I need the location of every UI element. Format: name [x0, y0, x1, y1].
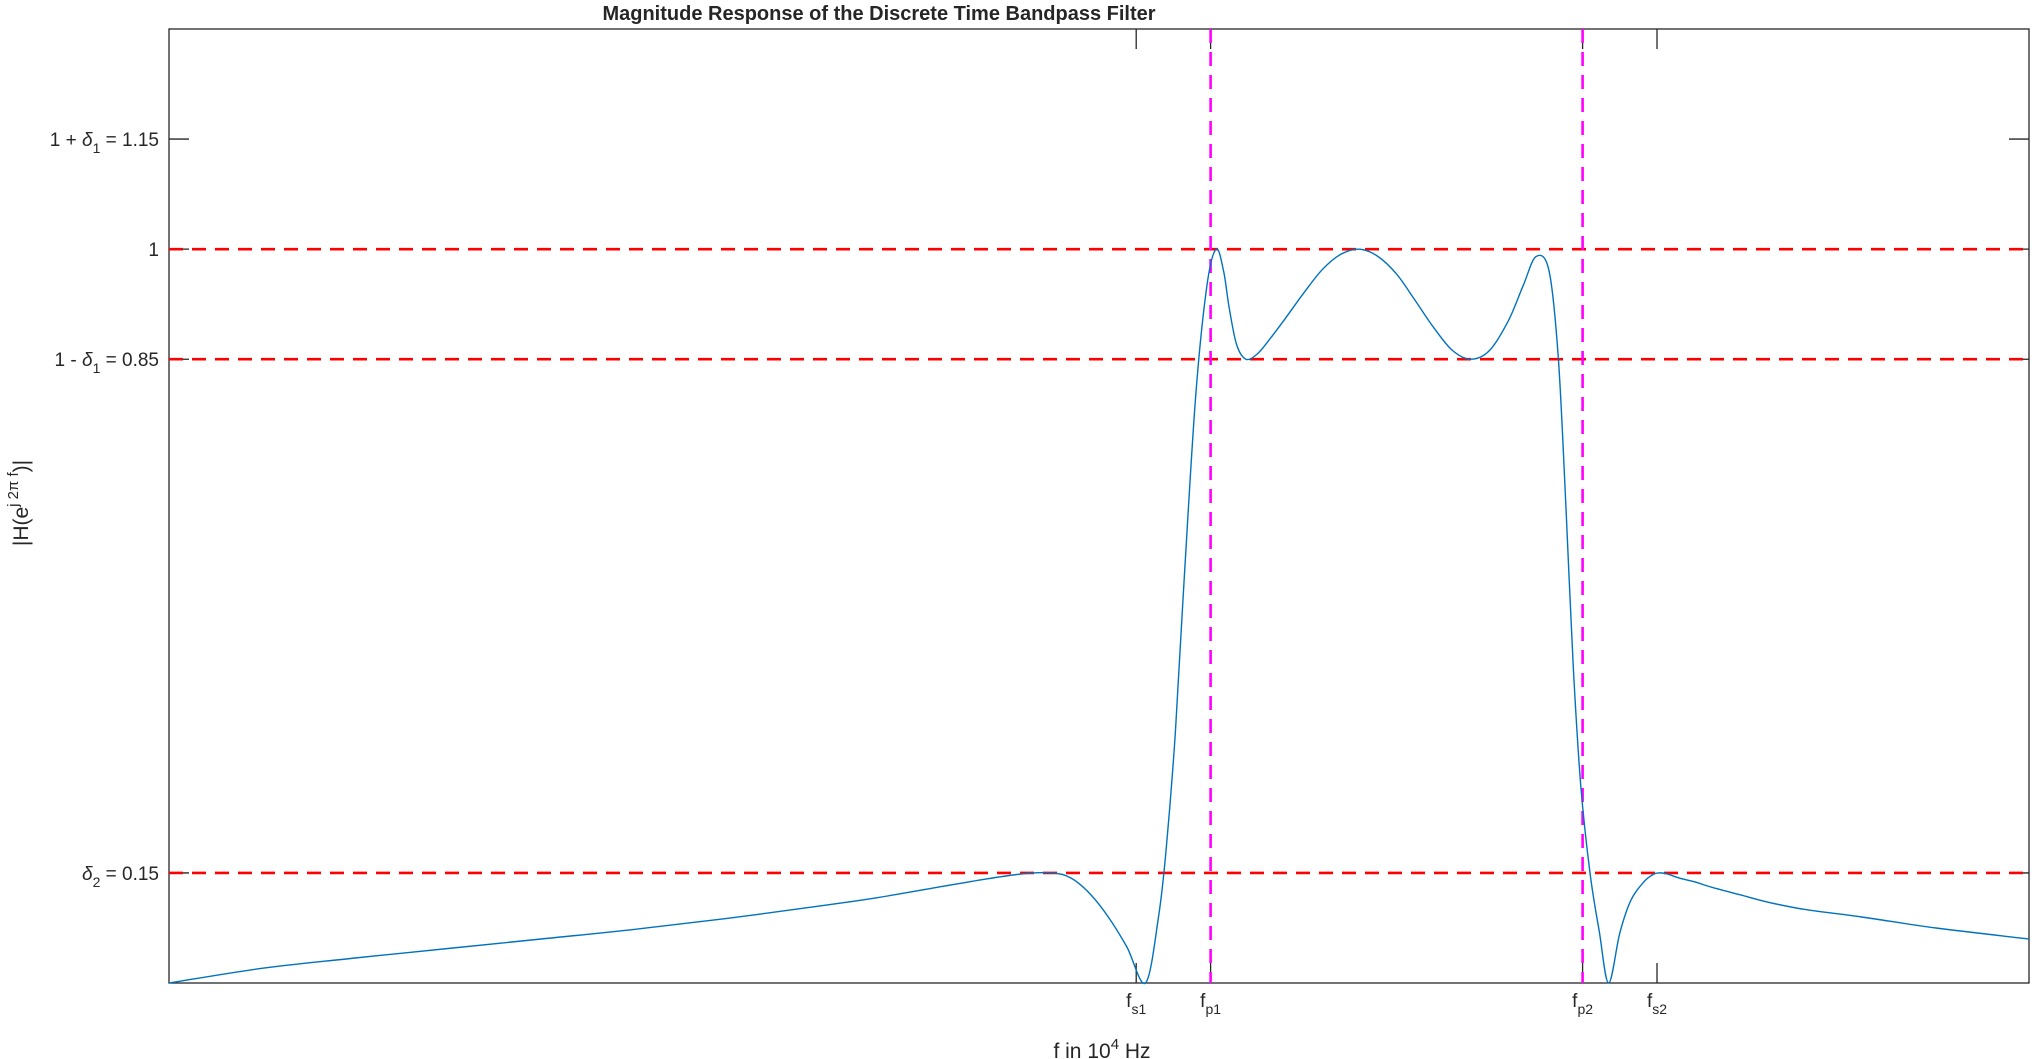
y-tick-label-text: 1	[148, 240, 159, 261]
y-axis-label-post: )|	[10, 460, 33, 472]
y-tick-label-text: 1 +	[50, 130, 82, 151]
x-axis-label-tail: Hz	[1119, 1040, 1151, 1059]
x-tick-label-main: f	[1647, 991, 1653, 1012]
y-tick-label-subscript: 2	[93, 874, 101, 890]
x-tick-label-main: f	[1126, 991, 1132, 1012]
x-tick-label: fs2	[1647, 991, 1667, 1017]
y-tick-label: 1 + δ1 = 1.15	[50, 130, 159, 156]
plot-area	[168, 28, 2030, 984]
y-axis-label-pre: |H(e	[10, 507, 33, 546]
y-tick-label-subscript: 1	[93, 360, 101, 376]
y-tick-label-text: = 1.15	[100, 130, 159, 151]
band-edge-lines	[1209, 29, 1584, 983]
y-axis-label: |H(ej 2π f)|	[5, 460, 33, 546]
x-tick-label: fp1	[1200, 991, 1221, 1017]
x-tick-label-subscript: p2	[1577, 1001, 1593, 1017]
y-tick-label-symbol: δ	[82, 130, 93, 151]
x-tick-label-subscript: s2	[1652, 1001, 1667, 1017]
x-tick-label-main: f	[1200, 991, 1206, 1012]
tolerance-lines	[169, 247, 2029, 875]
x-tick-label: fp2	[1572, 991, 1593, 1017]
series-group	[168, 248, 2030, 985]
y-tick-label: 1 - δ1 = 0.85	[55, 350, 159, 376]
chart-title: Magnitude Response of the Discrete Time …	[602, 3, 1155, 25]
x-tick-labels: fs1 fp1 fp2 fs2	[1126, 991, 1667, 1017]
x-tick-label-main: f	[1572, 991, 1578, 1012]
x-axis-label: f in 104 Hz	[1053, 1036, 1150, 1059]
y-tick-label: 1	[148, 240, 159, 261]
y-tick-label: δ2 = 0.15	[82, 864, 159, 890]
y-tick-label-symbol: δ	[82, 864, 93, 885]
x-axis-label-sup: 4	[1111, 1036, 1119, 1053]
y-axis-label-sup: j 2π f	[5, 471, 22, 507]
x-tick-label: fs1	[1126, 991, 1146, 1017]
y-tick-label-symbol: δ	[82, 350, 93, 371]
y-tick-label-text: = 0.15	[100, 864, 159, 885]
x-tick-label-subscript: s1	[1131, 1001, 1146, 1017]
y-tick-label-text: = 0.85	[100, 350, 159, 371]
x-tick-label-subscript: p1	[1205, 1001, 1221, 1017]
series-line-0	[168, 248, 2030, 985]
y-tick-label-text: 1 -	[55, 350, 82, 371]
x-axis-label-main: f in 10	[1053, 1040, 1110, 1059]
y-tick-label-subscript: 1	[93, 140, 101, 156]
